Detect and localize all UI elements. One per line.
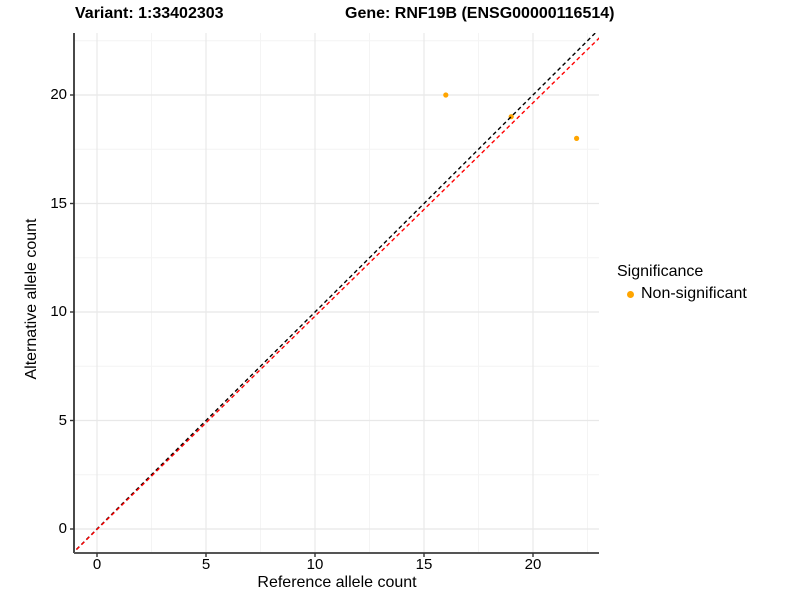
- legend: Significance Non-significant: [617, 263, 747, 303]
- data-point: [443, 92, 449, 98]
- y-tick-label: 0: [58, 520, 67, 537]
- x-tick-label: 10: [306, 556, 324, 573]
- x-tick-label: 15: [415, 556, 433, 573]
- x-axis-title: Reference allele count: [257, 574, 417, 591]
- fit-line: [74, 37, 599, 553]
- legend-item: Non-significant: [617, 285, 747, 303]
- y-tick-label: 20: [50, 86, 67, 103]
- legend-title: Significance: [617, 263, 704, 280]
- identity-line: [74, 33, 597, 553]
- data-point: [574, 135, 580, 141]
- x-tick-label: 0: [92, 556, 102, 573]
- legend-point-swatch: [627, 290, 634, 298]
- y-tick-label: 5: [58, 411, 67, 429]
- variant-title: Variant: 1:33402303: [75, 5, 224, 22]
- gene-title: Gene: RNF19B (ENSG00000116514): [345, 5, 615, 22]
- legend-item-label: Non-significant: [641, 285, 747, 302]
- x-tick-label: 20: [524, 556, 542, 573]
- x-tick-label: 5: [201, 556, 211, 573]
- y-tick-label: 15: [50, 194, 67, 212]
- y-tick-label: 10: [50, 303, 67, 320]
- y-axis-title: Alternative allele count: [23, 218, 40, 380]
